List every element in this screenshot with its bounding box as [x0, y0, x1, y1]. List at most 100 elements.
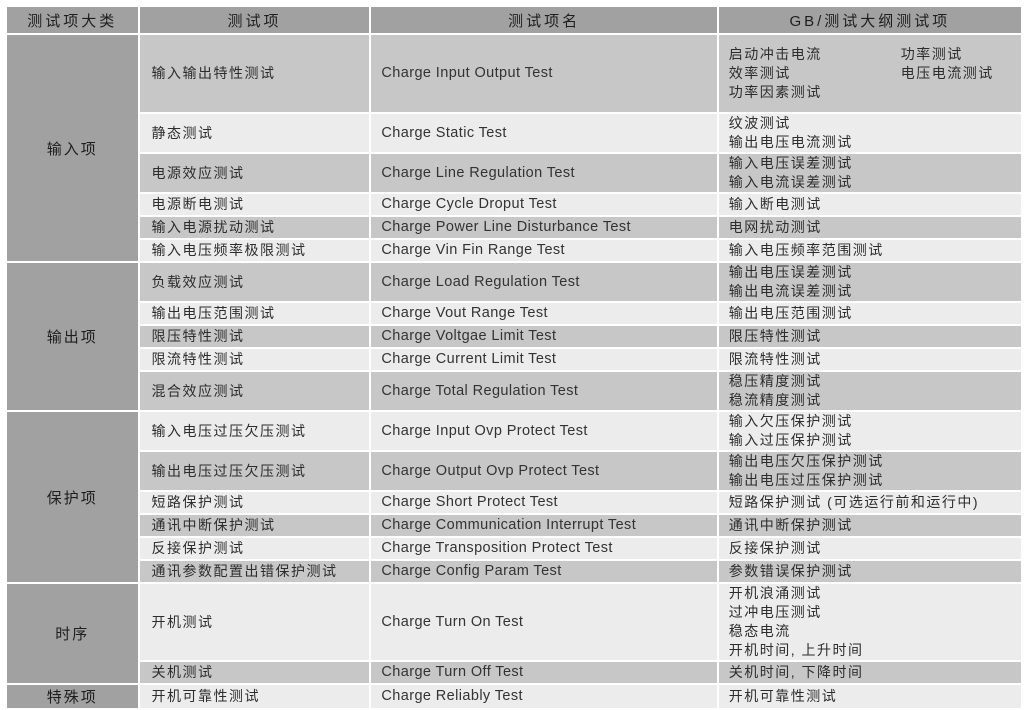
category-cell: 特殊项 — [5, 683, 140, 710]
test-name-cell: Charge Reliably Test — [369, 683, 719, 710]
gb-sub-column: 启动冲击电流 效率测试 功率因素测试 — [729, 45, 901, 102]
header-row: 测试项大类 测试项 测试项名 GB/测试大纲测试项 — [5, 5, 1024, 35]
test-item-cell: 开机测试 — [137, 582, 372, 662]
gb-outline-cell: 稳压精度测试 稳流精度测试 — [716, 370, 1024, 412]
gb-line: 输入电压误差测试 — [728, 155, 853, 171]
gb-line: 限流特性测试 — [728, 351, 822, 367]
gb-line: 输入电流误差测试 — [728, 174, 853, 190]
gb-line: 输入电压频率范围测试 — [728, 242, 884, 258]
category-cell: 输入项 — [5, 33, 140, 263]
test-name-cell: Charge Config Param Test — [369, 559, 719, 584]
gb-outline-cell: 输入断电测试 — [716, 192, 1024, 217]
gb-line: 开机可靠性测试 — [728, 688, 838, 704]
test-item-cell: 关机测试 — [137, 660, 372, 685]
gb-outline-cell: 开机浪涌测试 过冲电压测试 稳态电流 开机时间, 上升时间 — [716, 582, 1024, 662]
gb-line: 纹波测试 — [728, 115, 791, 131]
table-row: 输出项 负载效应测试 Charge Load Regulation Test 输出电压… — [5, 261, 1024, 412]
table-body: 输入项 输入输出特性测试 Charge Input Output Test 启动冲击电… — [5, 33, 1024, 710]
test-item-cell: 反接保护测试 — [137, 536, 372, 561]
gb-sub-column: 功率测试电压电流测试 — [901, 45, 994, 83]
test-name-cell: Charge Load Regulation Test — [369, 261, 719, 303]
gb-line: 输出电压误差测试 — [728, 264, 853, 280]
gb-line: 过冲电压测试 — [728, 604, 822, 620]
gb-outline-cell: 输入电压误差测试 输入电流误差测试 — [716, 152, 1024, 194]
test-item-cell: 负载效应测试 — [137, 261, 372, 303]
test-name-cell: Charge Input Ovp Protect Test — [369, 410, 719, 452]
table-row: 限流特性测试 Charge Current Limit Test 限流特性测试 — [6, 347, 1024, 372]
gb-line: 电网扰动测试 — [728, 219, 822, 235]
gb-line: 关机时间, 下降时间 — [728, 664, 864, 680]
test-name-cell: Charge Short Protect Test — [369, 490, 719, 515]
test-name-cell: Charge Turn On Test — [369, 582, 719, 662]
gb-outline-cell: 参数错误保护测试 — [716, 559, 1024, 584]
gb-outline-cell: 电网扰动测试 — [716, 215, 1024, 240]
table-header: 测试项大类 测试项 测试项名 GB/测试大纲测试项 — [5, 5, 1024, 35]
test-item-cell: 输入电压频率极限测试 — [137, 238, 372, 263]
gb-outline-cell: 输出电压范围测试 — [716, 301, 1024, 326]
gb-line: 输入过压保护测试 — [728, 432, 853, 448]
table-row: 反接保护测试 Charge Transposition Protect Test 反… — [6, 536, 1024, 561]
gb-outline-cell: 输出电压欠压保护测试 输出电压过压保护测试 — [716, 450, 1024, 492]
test-item-cell: 混合效应测试 — [137, 370, 372, 412]
table-row: 关机测试 Charge Turn Off Test 关机时间, 下降时间 — [6, 660, 1024, 685]
column-header-gb-outline: GB/测试大纲测试项 — [716, 5, 1024, 35]
test-item-cell: 通讯中断保护测试 — [137, 513, 372, 538]
test-item-cell: 电源断电测试 — [137, 192, 372, 217]
test-item-cell: 输出电压过压欠压测试 — [137, 450, 372, 492]
test-item-cell: 输入输出特性测试 — [137, 33, 372, 114]
column-header-test-name: 测试项名 — [369, 5, 719, 35]
gb-line: 短路保护测试 (可选运行前和运行中) — [728, 494, 979, 510]
test-item-cell: 输入电压过压欠压测试 — [137, 410, 372, 452]
test-name-cell: Charge Vout Range Test — [369, 301, 719, 326]
test-name-cell: Charge Vin Fin Range Test — [369, 238, 719, 263]
gb-outline-cell: 纹波测试 输出电压电流测试 — [716, 112, 1024, 154]
table-row: 保护项 输入电压过压欠压测试 Charge Input Ovp Protect Te… — [5, 410, 1024, 584]
gb-outline-cell: 限压特性测试 — [716, 324, 1024, 349]
test-items-table: 测试项大类 测试项 测试项名 GB/测试大纲测试项 输入项 输入输出特性测试 Cha… — [5, 5, 1024, 710]
gb-outline-cell: 输入电压频率范围测试 — [716, 238, 1024, 263]
gb-line: 限压特性测试 — [728, 328, 822, 344]
gb-line: 稳流精度测试 — [728, 392, 822, 408]
gb-line: 反接保护测试 — [728, 540, 822, 556]
table-row: 电源断电测试 Charge Cycle Droput Test 输入断电测试 — [6, 192, 1024, 217]
test-name-cell: Charge Turn Off Test — [369, 660, 719, 685]
gb-line: 开机浪涌测试 — [728, 585, 822, 601]
test-name-cell: Charge Current Limit Test — [369, 347, 719, 372]
gb-line: 输出电压欠压保护测试 — [728, 453, 884, 469]
table-row: 混合效应测试 Charge Total Regulation Test 稳压精度测试… — [6, 370, 1024, 412]
gb-line: 功率测试 — [900, 46, 963, 62]
test-name-cell: Charge Communication Interrupt Test — [369, 513, 719, 538]
gb-line: 电压电流测试 — [900, 65, 994, 81]
test-item-cell: 电源效应测试 — [137, 152, 372, 194]
test-name-cell: Charge Transposition Protect Test — [369, 536, 719, 561]
category-cell: 保护项 — [5, 410, 140, 584]
table-row: 电源效应测试 Charge Line Regulation Test 输入电压误差测… — [6, 152, 1024, 194]
gb-outline-cell: 关机时间, 下降时间 — [716, 660, 1024, 685]
category-cell: 输出项 — [5, 261, 140, 412]
table-row: 时序 开机测试 Charge Turn On Test 开机浪涌测试 过冲电压测试 稳态电… — [5, 582, 1024, 685]
gb-outline-cell: 输出电压误差测试 输出电流误差测试 — [716, 261, 1024, 303]
test-item-cell: 短路保护测试 — [137, 490, 372, 515]
category-cell: 时序 — [5, 582, 140, 685]
test-item-cell: 开机可靠性测试 — [137, 683, 372, 710]
table-row: 输入电压频率极限测试 Charge Vin Fin Range Test 输入电压频… — [6, 238, 1024, 263]
gb-outline-cell: 反接保护测试 — [716, 536, 1024, 561]
gb-line: 输入欠压保护测试 — [728, 413, 853, 429]
table-row: 特殊项 开机可靠性测试 Charge Reliably Test 开机可靠性测试 — [5, 683, 1024, 710]
column-header-category: 测试项大类 — [5, 5, 140, 35]
test-name-cell: Charge Cycle Droput Test — [369, 192, 719, 217]
table-row: 输出电压范围测试 Charge Vout Range Test 输出电压范围测试 — [6, 301, 1024, 326]
test-item-cell: 限压特性测试 — [137, 324, 372, 349]
test-item-cell: 输出电压范围测试 — [137, 301, 372, 326]
gb-line: 通讯中断保护测试 — [728, 517, 853, 533]
gb-outline-cell: 通讯中断保护测试 — [716, 513, 1024, 538]
test-item-cell: 通讯参数配置出错保护测试 — [137, 559, 372, 584]
test-name-cell: Charge Voltgae Limit Test — [369, 324, 719, 349]
test-item-cell: 限流特性测试 — [137, 347, 372, 372]
column-header-test-item: 测试项 — [137, 5, 372, 35]
test-name-cell: Charge Input Output Test — [369, 33, 719, 114]
gb-line: 输出电流误差测试 — [728, 283, 853, 299]
gb-line: 稳态电流 — [728, 623, 791, 639]
table-row: 通讯中断保护测试 Charge Communication Interrupt T… — [6, 513, 1024, 538]
gb-outline-cell: 短路保护测试 (可选运行前和运行中) — [716, 490, 1024, 515]
